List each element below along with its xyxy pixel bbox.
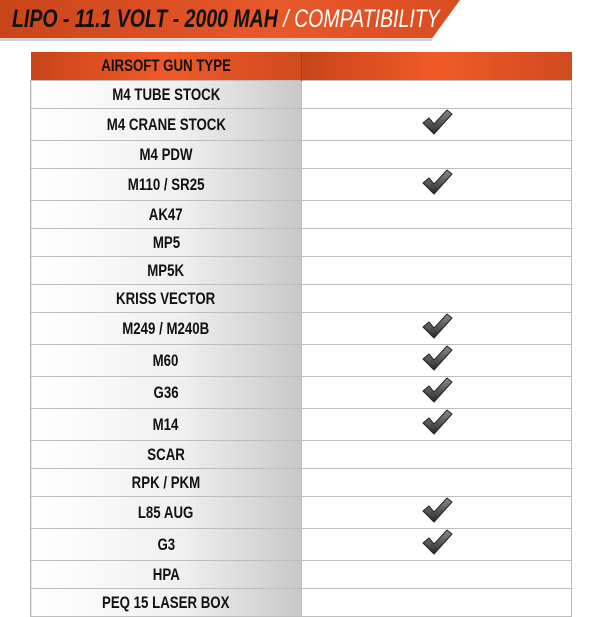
checkmark-icon [421, 169, 453, 200]
gun-type-cell: M4 CRANE STOCK [30, 108, 302, 141]
table-row: KRISS VECTOR [30, 284, 572, 313]
checkmark-icon [421, 497, 453, 528]
gun-type-cell: M4 PDW [30, 140, 302, 169]
compatibility-cell [301, 408, 572, 441]
title-product: LIPO - 11.1 VOLT - 2000 MAH [12, 5, 278, 33]
gun-type-cell: SCAR [30, 440, 302, 469]
compatibility-cell [301, 80, 572, 109]
gun-type-label: AK47 [149, 204, 183, 224]
table-row: M4 TUBE STOCK [30, 80, 572, 109]
compatibility-cell [301, 560, 572, 589]
compatibility-cell [301, 140, 572, 169]
compatibility-cell [301, 200, 572, 229]
column-header-compatible [301, 52, 572, 81]
gun-type-label: KRISS VECTOR [116, 288, 216, 308]
gun-type-cell: G3 [30, 528, 302, 561]
checkmark-icon [421, 313, 453, 344]
checkmark-icon [421, 377, 453, 408]
table-row: MP5K [30, 256, 572, 285]
table-row: G3 [30, 528, 572, 561]
table-row: SCAR [30, 440, 572, 469]
gun-type-label: M4 PDW [139, 144, 193, 164]
table-row: M4 PDW [30, 140, 572, 169]
compatibility-cell [301, 376, 572, 409]
gun-type-label: L85 AUG [138, 502, 194, 522]
compatibility-cell [301, 468, 572, 497]
gun-type-cell: G36 [30, 376, 302, 409]
title-section: / COMPATIBILITY [283, 5, 440, 33]
compatibility-cell [301, 312, 572, 345]
gun-type-cell: M60 [30, 344, 302, 377]
gun-type-cell: M4 TUBE STOCK [30, 80, 302, 109]
gun-type-label: M249 / M240B [122, 318, 210, 338]
column-header-gun-type: AIRSOFT GUN TYPE [30, 52, 302, 81]
compatibility-cell [301, 108, 572, 141]
table-row: M110 / SR25 [30, 168, 572, 201]
gun-type-cell: M14 [30, 408, 302, 441]
page-title: LIPO - 11.1 VOLT - 2000 MAH / COMPATIBIL… [12, 2, 440, 36]
table-row: M4 CRANE STOCK [30, 108, 572, 141]
compatibility-cell [301, 588, 572, 617]
gun-type-label: RPK / PKM [131, 472, 201, 492]
gun-type-label: M60 [153, 350, 179, 370]
checkmark-icon [421, 529, 453, 560]
table-row: L85 AUG [30, 496, 572, 529]
gun-type-cell: HPA [30, 560, 302, 589]
checkmark-icon [421, 109, 453, 140]
table-row: M249 / M240B [30, 312, 572, 345]
compatibility-cell [301, 496, 572, 529]
gun-type-label: M14 [153, 414, 179, 434]
gun-type-cell: MP5 [30, 228, 302, 257]
gun-type-cell: RPK / PKM [30, 468, 302, 497]
gun-type-label: G36 [153, 382, 179, 402]
table-row: AK47 [30, 200, 572, 229]
checkmark-icon [421, 345, 453, 376]
compatibility-cell [301, 528, 572, 561]
compatibility-cell [301, 344, 572, 377]
compatibility-cell [301, 284, 572, 313]
checkmark-icon [421, 409, 453, 440]
gun-type-label: M110 / SR25 [127, 174, 205, 194]
gun-type-cell: MP5K [30, 256, 302, 285]
table-row: G36 [30, 376, 572, 409]
compatibility-cell [301, 440, 572, 469]
gun-type-label: MP5 [152, 232, 180, 252]
gun-type-label: HPA [152, 564, 180, 584]
banner-shadow [0, 38, 432, 41]
gun-type-cell: M249 / M240B [30, 312, 302, 345]
compatibility-cell [301, 228, 572, 257]
gun-type-label: PEQ 15 LASER BOX [102, 592, 230, 612]
gun-type-cell: PEQ 15 LASER BOX [30, 588, 302, 617]
compatibility-cell [301, 256, 572, 285]
table-row: RPK / PKM [30, 468, 572, 497]
table-row: PEQ 15 LASER BOX [30, 588, 572, 617]
gun-type-cell: L85 AUG [30, 496, 302, 529]
compatibility-cell [301, 168, 572, 201]
gun-type-label: MP5K [147, 260, 185, 280]
gun-type-label: SCAR [147, 444, 185, 464]
title-banner [0, 0, 460, 38]
compatibility-table: AIRSOFT GUN TYPE M4 TUBE STOCK M4 CRANE S… [30, 52, 572, 617]
table-header-row: AIRSOFT GUN TYPE [30, 52, 572, 81]
gun-type-cell: AK47 [30, 200, 302, 229]
table-row: M14 [30, 408, 572, 441]
table-row: MP5 [30, 228, 572, 257]
gun-type-cell: M110 / SR25 [30, 168, 302, 201]
gun-type-label: M4 TUBE STOCK [111, 84, 221, 104]
gun-type-label: G3 [157, 534, 175, 554]
gun-type-cell: KRISS VECTOR [30, 284, 302, 313]
gun-type-label: M4 CRANE STOCK [106, 114, 226, 134]
table-row: HPA [30, 560, 572, 589]
table-row: M60 [30, 344, 572, 377]
